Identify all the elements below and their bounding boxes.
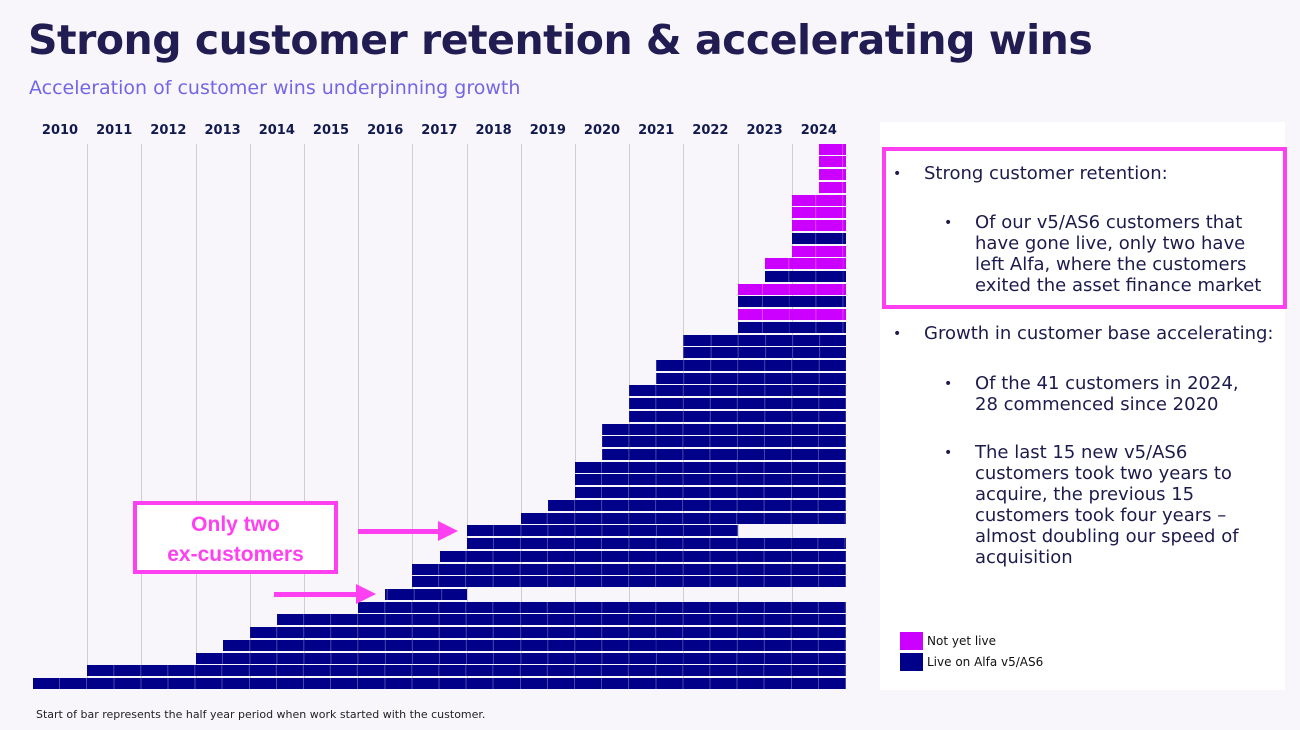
customer-bar — [737, 296, 846, 308]
gridline — [304, 144, 305, 684]
point-retention-detail: Of our v5/AS6 customers that have gone l… — [975, 212, 1262, 296]
x-tick-label: 2020 — [583, 123, 621, 138]
customer-bar — [602, 449, 846, 461]
customer-bar — [737, 309, 846, 321]
customer-bar — [629, 385, 846, 397]
customer-bar — [683, 347, 846, 359]
x-tick-label: 2019 — [529, 123, 566, 138]
gridline — [87, 144, 89, 684]
customer-bar — [791, 220, 846, 232]
customer-bar — [575, 487, 846, 499]
page-title: Strong customer retention & accelerating… — [28, 16, 1093, 64]
page-subtitle: Acceleration of customer wins underpinni… — [29, 77, 521, 99]
customer-bar — [791, 194, 846, 206]
customer-bar — [87, 665, 846, 677]
gridline — [575, 144, 576, 684]
customer-bar — [222, 639, 846, 651]
x-tick-label: 2015 — [312, 123, 350, 138]
ex-customers-callout: Only two ex-customers — [133, 501, 338, 574]
x-tick-label: 2021 — [638, 123, 675, 138]
x-tick-label: 2017 — [421, 123, 458, 138]
summary-panel — [880, 122, 1285, 690]
customer-bar — [602, 436, 846, 448]
x-tick-label: 2012 — [150, 123, 187, 138]
x-tick-label: 2024 — [800, 123, 837, 138]
customer-bar — [412, 576, 846, 588]
customer-bar — [249, 627, 846, 639]
customer-bar — [818, 156, 846, 168]
gridline — [412, 144, 414, 684]
x-tick-label: 2013 — [204, 123, 241, 138]
ex-customer-bar — [466, 525, 738, 537]
customer-bar — [791, 232, 846, 244]
customer-bar — [33, 678, 846, 689]
bullet-icon: • — [944, 376, 953, 392]
point-retention: Strong customer retention: — [924, 163, 1168, 184]
gridline — [141, 144, 143, 684]
legend-label: Live on Alfa v5/AS6 — [927, 655, 1044, 669]
gridline — [249, 144, 251, 684]
bullet-icon: • — [944, 445, 953, 461]
customer-bar — [629, 410, 846, 422]
retention-highlight-box — [882, 147, 1287, 309]
bullet-icon: • — [893, 326, 902, 342]
x-tick-label: 2014 — [258, 123, 295, 138]
customer-bar — [791, 207, 846, 219]
legend-swatch-live — [900, 653, 923, 671]
customer-bar — [656, 360, 846, 371]
customer-bar — [818, 181, 846, 193]
customer-bar — [575, 461, 846, 473]
point-growth-detail-1: Of the 41 customers in 2024, 28 commence… — [975, 373, 1239, 415]
customer-bar — [818, 169, 846, 181]
customer-bar — [737, 321, 846, 333]
customer-bar — [629, 398, 846, 410]
callout-line-2: ex-customers — [167, 543, 304, 566]
legend-live: Live on Alfa v5/AS6 — [900, 653, 1043, 671]
customer-bar — [656, 372, 846, 384]
legend-not-yet-live: Not yet live — [900, 632, 996, 650]
point-growth: Growth in customer base accelerating: — [924, 323, 1274, 344]
customer-bar — [764, 270, 846, 282]
legend-swatch-not-yet-live — [900, 632, 923, 650]
customer-bar — [276, 614, 846, 626]
customer-bar — [547, 499, 846, 511]
gridline — [466, 144, 468, 684]
gridline — [520, 144, 522, 684]
customer-bar — [466, 538, 846, 550]
footnote: Start of bar represents the half year pe… — [36, 708, 486, 721]
customer-bar — [764, 258, 846, 270]
customer-bar — [818, 143, 846, 155]
gridline — [195, 144, 197, 684]
x-tick-label: 2016 — [367, 123, 404, 138]
x-tick-label: 2010 — [41, 123, 79, 138]
customer-bar — [195, 652, 846, 664]
bullet-icon: • — [893, 166, 902, 182]
customer-bar — [412, 563, 846, 575]
x-tick-label: 2018 — [475, 123, 512, 138]
ex-customer-bar — [385, 588, 467, 600]
customer-bar — [791, 245, 846, 257]
customer-bar — [520, 512, 846, 524]
bullet-icon: • — [944, 215, 953, 231]
customer-bar — [602, 423, 846, 435]
arrow-icon — [358, 521, 458, 541]
customer-bar — [358, 601, 846, 613]
customer-bar — [439, 550, 846, 562]
customer-bar — [737, 283, 846, 295]
callout-line-1: Only two — [191, 513, 280, 536]
x-tick-label: 2011 — [96, 123, 133, 138]
legend-label: Not yet live — [927, 634, 996, 648]
arrow-icon — [274, 584, 376, 604]
customer-timeline-chart: 2010 2011 2012 2013 2014 2015 2016 2017 2018 2019… — [33, 123, 846, 689]
x-tick-label: 2023 — [746, 123, 783, 138]
x-tick-label: 2022 — [692, 123, 729, 138]
gridline — [358, 144, 360, 684]
point-growth-detail-2: The last 15 new v5/AS6 customers took tw… — [975, 442, 1239, 568]
customer-bar — [683, 334, 846, 346]
customer-bar — [575, 474, 846, 486]
